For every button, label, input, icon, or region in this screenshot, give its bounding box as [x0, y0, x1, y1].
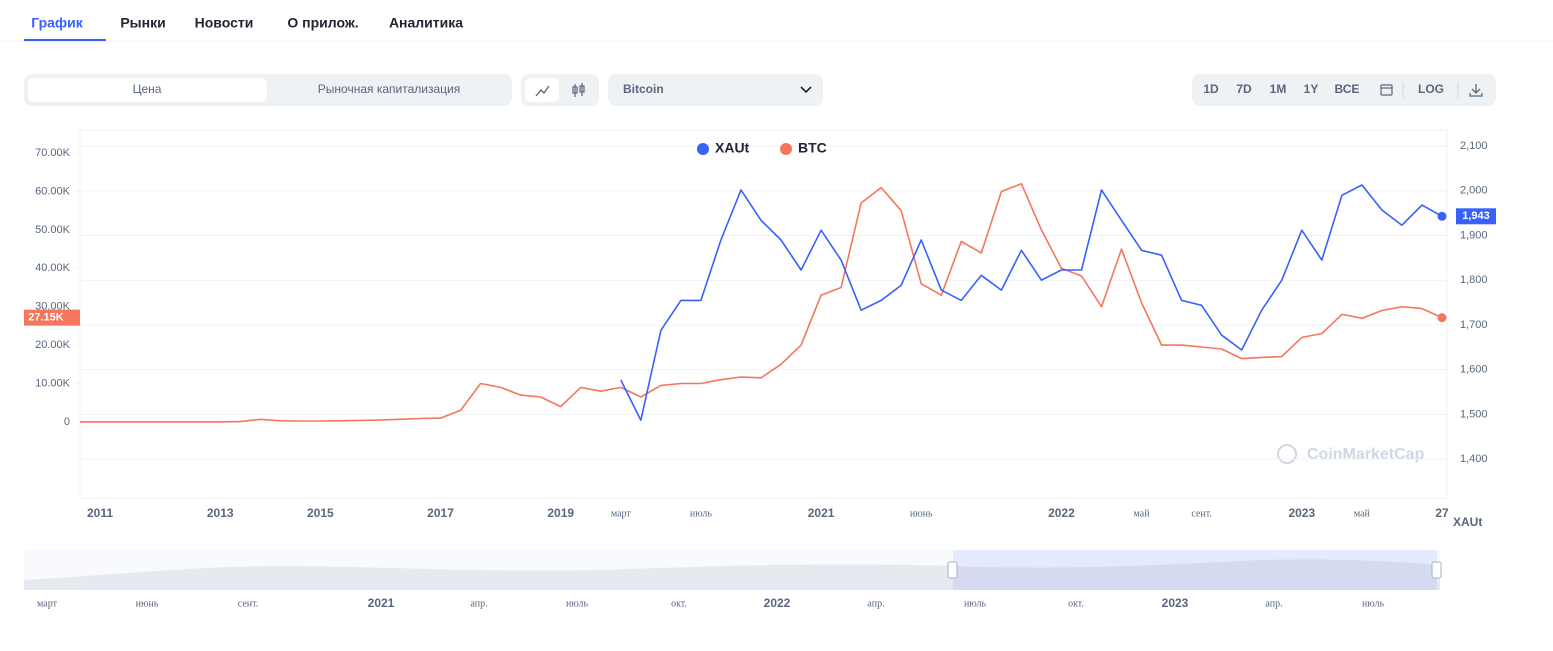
navigator-label: 2023 — [1162, 596, 1189, 610]
x-tick-label: 2017 — [427, 506, 454, 520]
navigator-label: июль — [1362, 598, 1385, 609]
download-icon[interactable] — [1469, 84, 1483, 97]
navigator-label: март — [37, 598, 58, 609]
x-tick-label: 2011 — [87, 506, 113, 520]
x-tick-label: июнь — [910, 508, 933, 519]
y-tick-label: 10.00K — [35, 377, 71, 389]
x-tick-label: май — [1354, 508, 1371, 519]
navigator-label: 2021 — [368, 596, 395, 610]
tab[interactable]: График — [31, 15, 84, 31]
tab[interactable]: Аналитика — [389, 15, 463, 31]
value-badge — [1456, 208, 1496, 225]
x-tick-label: 2013 — [207, 506, 234, 520]
calendar-icon[interactable] — [1380, 84, 1393, 96]
navigator-label: сент. — [238, 598, 258, 609]
navigator-label: апр. — [1265, 598, 1282, 609]
navigator-handle[interactable] — [1431, 561, 1442, 579]
toggle-active — [28, 78, 267, 102]
toggle-option[interactable]: Рыночная капитализация — [318, 82, 460, 96]
range-button[interactable]: 7D — [1236, 82, 1252, 96]
plot-frame — [79, 129, 1448, 499]
tab[interactable]: О прилож. — [287, 15, 358, 31]
x-tick-label: 2021 — [808, 506, 835, 520]
y-tick-label: 20.00K — [35, 339, 71, 351]
y2-tick-label: 1,700 — [1460, 319, 1488, 331]
y2-tick-label: 1,400 — [1460, 453, 1488, 465]
y-tick-label: 70.00K — [35, 147, 71, 159]
y-tick-label: 40.00K — [35, 262, 71, 274]
navigator-label: июль — [566, 598, 589, 609]
x-tick-label: 2023 — [1288, 506, 1315, 520]
y-tick-label: 60.00K — [35, 185, 71, 197]
x-tick-label: июль — [690, 508, 713, 519]
navigator-handle[interactable] — [947, 561, 958, 579]
value-badge — [24, 309, 80, 326]
range-group — [1192, 74, 1496, 106]
x-tick-label: 2019 — [547, 506, 574, 520]
watermark-text: CoinMarketCap — [1307, 446, 1425, 463]
navigator-area — [24, 559, 1440, 590]
tab[interactable]: Новости — [195, 15, 254, 31]
last-point — [1437, 211, 1447, 221]
navigator-label: 2022 — [764, 596, 791, 610]
range-button[interactable]: 1D — [1203, 82, 1219, 96]
value-label: 1,943 — [1462, 210, 1490, 222]
line-icon — [535, 85, 550, 97]
y2-tick-label: 1,800 — [1460, 274, 1488, 286]
y2-tick-label: 1,600 — [1460, 364, 1488, 376]
y2-tick-label: 2,000 — [1460, 185, 1488, 197]
value-label: 27.15K — [28, 312, 64, 324]
navigator-label: апр. — [867, 598, 884, 609]
navigator-label: окт. — [1068, 598, 1084, 609]
y2-tick-label: 1,900 — [1460, 229, 1488, 241]
x-tick-label: 2015 — [307, 506, 334, 520]
chevron — [800, 86, 812, 94]
range-button[interactable]: 1M — [1270, 82, 1287, 96]
tab-underline — [24, 39, 106, 41]
line-type[interactable] — [525, 78, 559, 102]
log-button[interactable]: LOG — [1418, 82, 1444, 96]
range-button[interactable]: ВСЕ — [1335, 82, 1360, 96]
navigator-label: окт. — [671, 598, 687, 609]
x-tick-label: март — [611, 508, 632, 519]
toggle-option[interactable]: Цена — [133, 82, 162, 96]
last-point — [1437, 313, 1447, 323]
navigator-label: апр. — [470, 598, 487, 609]
legend-label: XAUt — [715, 140, 750, 156]
x-tick-label: 2022 — [1048, 506, 1075, 520]
legend-label: BTC — [798, 140, 827, 156]
navigator-label: июнь — [136, 598, 159, 609]
series-line — [80, 183, 1443, 423]
x-tick-label: 27 — [1435, 506, 1449, 520]
legend-swatch — [780, 143, 792, 155]
x-tick-label: май — [1134, 508, 1151, 519]
coin-select[interactable] — [608, 74, 823, 106]
y2-axis-title: XAUt — [1453, 515, 1482, 529]
candle-icon[interactable] — [572, 83, 585, 97]
y-tick-label: 30.00K — [35, 301, 71, 313]
range-button[interactable]: 1Y — [1304, 82, 1319, 96]
y-tick-label: 0 — [64, 416, 70, 428]
y2-tick-label: 1,500 — [1460, 408, 1488, 420]
navigator-window[interactable] — [953, 550, 1437, 590]
watermark: CoinMarketCap — [1277, 444, 1425, 464]
legend-swatch — [697, 143, 709, 155]
navigator-label: июль — [964, 598, 987, 609]
tab[interactable]: Рынки — [120, 15, 165, 31]
x-tick-label: сент. — [1191, 508, 1211, 519]
coin-select-label: Bitcoin — [623, 82, 664, 96]
series-line — [620, 184, 1443, 421]
y2-tick-label: 2,100 — [1460, 140, 1488, 152]
y-tick-label: 50.00K — [35, 224, 71, 236]
